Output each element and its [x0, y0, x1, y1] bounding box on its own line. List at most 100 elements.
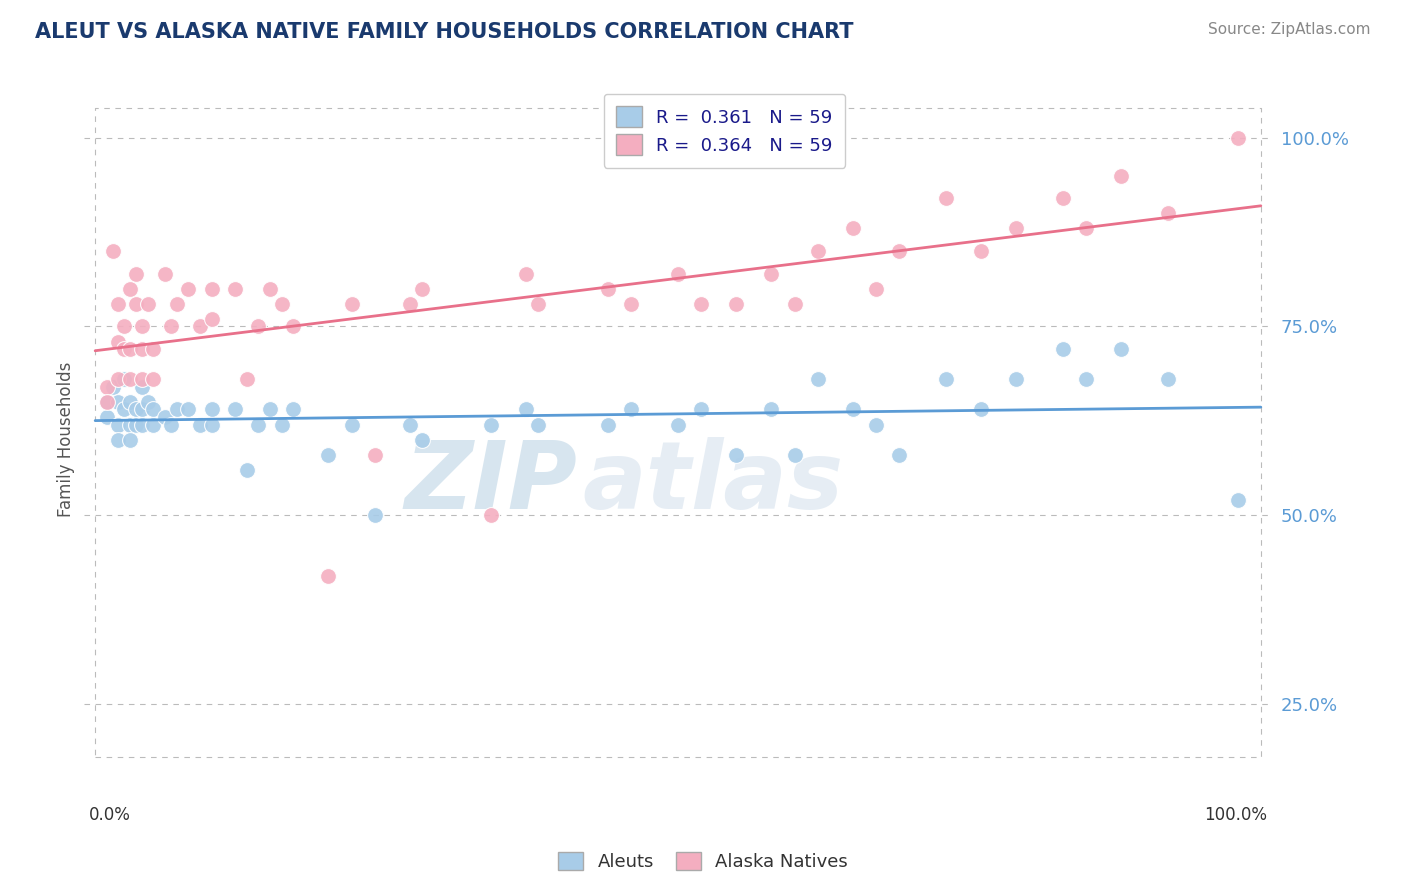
- Point: [340, 417, 363, 432]
- Point: [125, 417, 148, 432]
- Point: [620, 297, 643, 311]
- Point: [1109, 169, 1132, 183]
- Text: ZIP: ZIP: [404, 437, 576, 529]
- Point: [112, 342, 135, 356]
- Point: [131, 342, 153, 356]
- Text: Source: ZipAtlas.com: Source: ZipAtlas.com: [1208, 22, 1371, 37]
- Point: [1005, 221, 1028, 235]
- Point: [1156, 372, 1178, 386]
- Point: [188, 417, 211, 432]
- Point: [101, 380, 124, 394]
- Point: [1226, 130, 1249, 145]
- Point: [399, 297, 422, 311]
- Point: [112, 372, 135, 386]
- Point: [142, 372, 165, 386]
- Point: [481, 417, 503, 432]
- Point: [188, 319, 211, 334]
- Point: [131, 380, 153, 394]
- Point: [889, 448, 911, 462]
- Point: [125, 267, 148, 281]
- Point: [364, 508, 387, 523]
- Point: [399, 417, 422, 432]
- Point: [224, 402, 246, 417]
- Point: [131, 372, 153, 386]
- Point: [527, 297, 550, 311]
- Point: [761, 267, 783, 281]
- Point: [318, 448, 340, 462]
- Point: [515, 402, 537, 417]
- Point: [235, 372, 257, 386]
- Point: [1005, 372, 1028, 386]
- Legend: Aleuts, Alaska Natives: Aleuts, Alaska Natives: [551, 845, 855, 879]
- Point: [96, 380, 118, 394]
- Point: [107, 395, 129, 409]
- Point: [201, 402, 224, 417]
- Point: [690, 297, 713, 311]
- Point: [527, 417, 550, 432]
- Point: [120, 342, 142, 356]
- Point: [270, 417, 292, 432]
- Point: [318, 568, 340, 582]
- Point: [1074, 221, 1097, 235]
- Point: [783, 297, 806, 311]
- Point: [224, 282, 246, 296]
- Point: [364, 448, 387, 462]
- Point: [807, 372, 830, 386]
- Point: [247, 319, 270, 334]
- Point: [96, 395, 118, 409]
- Point: [131, 402, 153, 417]
- Point: [889, 244, 911, 258]
- Point: [177, 282, 200, 296]
- Point: [970, 402, 993, 417]
- Point: [481, 508, 503, 523]
- Point: [142, 342, 165, 356]
- Point: [136, 395, 159, 409]
- Point: [131, 417, 153, 432]
- Point: [1052, 342, 1074, 356]
- Point: [666, 417, 689, 432]
- Point: [201, 282, 224, 296]
- Y-axis label: Family Households: Family Households: [58, 362, 75, 517]
- Point: [177, 402, 200, 417]
- Point: [160, 319, 183, 334]
- Point: [596, 417, 619, 432]
- Point: [166, 402, 188, 417]
- Point: [107, 334, 129, 349]
- Point: [283, 402, 305, 417]
- Point: [125, 402, 148, 417]
- Point: [970, 244, 993, 258]
- Text: 0.0%: 0.0%: [90, 805, 131, 823]
- Point: [283, 319, 305, 334]
- Point: [1052, 191, 1074, 205]
- Point: [340, 297, 363, 311]
- Text: atlas: atlas: [583, 437, 844, 529]
- Point: [259, 402, 281, 417]
- Point: [666, 267, 689, 281]
- Point: [596, 282, 619, 296]
- Point: [247, 417, 270, 432]
- Point: [96, 395, 118, 409]
- Text: ALEUT VS ALASKA NATIVE FAMILY HOUSEHOLDS CORRELATION CHART: ALEUT VS ALASKA NATIVE FAMILY HOUSEHOLDS…: [35, 22, 853, 42]
- Point: [160, 417, 183, 432]
- Point: [101, 244, 124, 258]
- Point: [1109, 342, 1132, 356]
- Point: [107, 372, 129, 386]
- Point: [865, 417, 887, 432]
- Point: [166, 297, 188, 311]
- Point: [107, 433, 129, 447]
- Text: 100.0%: 100.0%: [1204, 805, 1267, 823]
- Point: [112, 402, 135, 417]
- Point: [270, 297, 292, 311]
- Point: [807, 244, 830, 258]
- Point: [842, 402, 865, 417]
- Point: [112, 319, 135, 334]
- Point: [761, 402, 783, 417]
- Point: [865, 282, 887, 296]
- Point: [120, 395, 142, 409]
- Point: [620, 402, 643, 417]
- Point: [142, 402, 165, 417]
- Point: [96, 410, 118, 425]
- Point: [690, 402, 713, 417]
- Point: [411, 433, 433, 447]
- Point: [259, 282, 281, 296]
